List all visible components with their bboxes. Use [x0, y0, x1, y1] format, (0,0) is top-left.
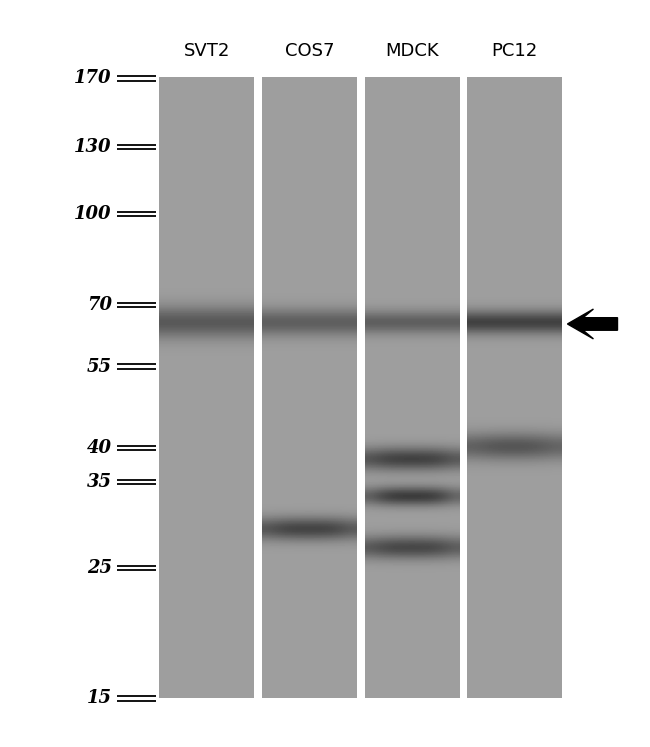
Text: 15: 15: [87, 689, 112, 707]
Text: 25: 25: [87, 559, 112, 577]
Text: 35: 35: [87, 473, 112, 491]
Text: 130: 130: [74, 138, 112, 156]
Text: 55: 55: [87, 358, 112, 376]
Text: 170: 170: [74, 69, 112, 87]
Text: MDCK: MDCK: [385, 42, 439, 60]
Text: PC12: PC12: [491, 42, 538, 60]
Text: COS7: COS7: [285, 42, 334, 60]
Text: 70: 70: [87, 296, 112, 314]
Text: 100: 100: [74, 205, 112, 223]
Text: SVT2: SVT2: [183, 42, 230, 60]
Polygon shape: [567, 309, 618, 339]
Text: 40: 40: [87, 439, 112, 457]
